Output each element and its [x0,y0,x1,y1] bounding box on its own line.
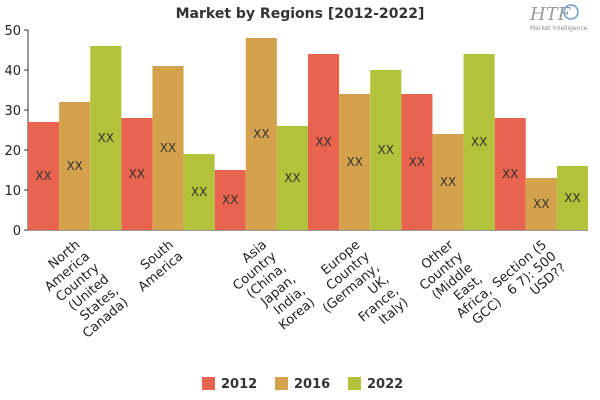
data-label: XX [315,135,331,149]
chart-legend: 2012 2016 2022 [202,377,403,392]
y-tick-label: 30 [4,104,21,119]
y-tick-label: 40 [4,64,21,79]
bar-2022-6 [556,166,588,230]
bar-2012-6 [494,118,526,230]
bar-2016-1 [59,102,91,230]
bar-2012-5 [401,94,433,230]
data-label: XX [533,197,549,211]
y-tick-label: 0 [13,224,21,239]
legend-swatch-2022 [348,377,361,390]
data-label: XX [440,175,456,189]
data-label: XX [35,169,51,183]
bar-2022-4 [370,70,402,230]
data-label: XX [160,141,176,155]
bar-2022-5 [463,54,495,230]
globe-icon [563,4,579,20]
bar-2022-2 [183,154,215,230]
data-label: XX [378,143,394,157]
bar-2016-4 [339,94,371,230]
y-tick-label: 50 [4,24,21,39]
y-tick-label: 20 [4,144,21,159]
data-label: XX [129,167,145,181]
y-tick-label: 10 [4,184,21,199]
legend-swatch-2012 [202,377,215,390]
legend-label-2012: 2012 [221,377,257,392]
brand-logo: HTF Market Intelligence [529,4,588,32]
data-label: XX [471,135,487,149]
logo-tagline: Market Intelligence [530,25,588,32]
data-label: XX [409,155,425,169]
data-label: XX [66,159,82,173]
logo-mark: HTF [529,4,572,25]
chart-title: Market by Regions [2012-2022] [176,6,425,22]
data-label: XX [253,127,269,141]
legend-label-2016: 2016 [294,377,330,392]
bar-2016-5 [432,134,464,230]
plot-area: 0 10 20 30 40 50 XX XX XX XX XX XX XX XX XX XX XX XX XX XX X… [4,24,588,342]
legend-swatch-2016 [275,377,288,390]
legend-label-2022: 2022 [367,377,403,392]
data-label: XX [564,191,580,205]
bar-2012-2 [121,118,153,230]
data-label: XX [98,131,114,145]
bar-2022-3 [276,126,308,230]
data-label: XX [346,155,362,169]
bar-2012-1 [28,122,60,230]
data-label: XX [222,193,238,207]
bar-2016-3 [245,38,277,230]
data-label: XX [502,167,518,181]
bar-2022-1 [90,46,122,230]
bar-2016-6 [525,178,557,230]
bar-2016-2 [152,66,184,230]
bar-2012-4 [308,54,340,230]
data-label: XX [191,185,207,199]
bar-2012-3 [214,170,246,230]
data-label: XX [284,171,300,185]
